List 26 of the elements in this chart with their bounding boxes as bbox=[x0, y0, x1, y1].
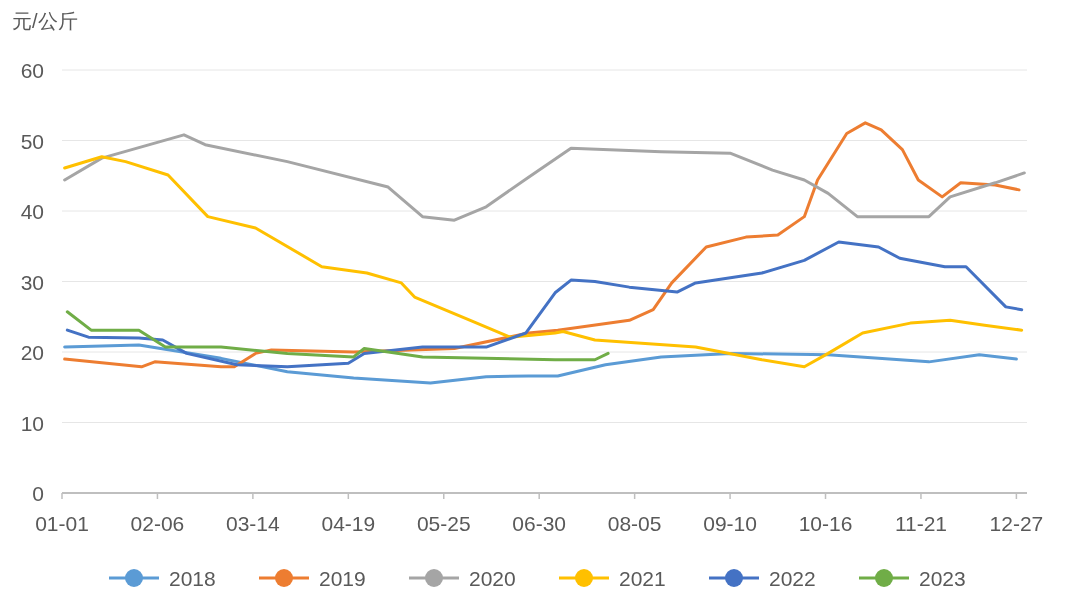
legend-label: 2019 bbox=[319, 567, 366, 590]
y-tick-label: 40 bbox=[20, 200, 44, 223]
y-tick-label: 30 bbox=[20, 270, 44, 294]
y-tick-label: 50 bbox=[20, 129, 44, 153]
legend-label: 2021 bbox=[619, 567, 666, 590]
x-tick-label: 04-19 bbox=[321, 512, 376, 535]
x-tick-label: 09-10 bbox=[703, 512, 757, 535]
legend-label: 2020 bbox=[469, 567, 516, 590]
legend-label: 2018 bbox=[169, 567, 216, 590]
x-tick-label: 01-01 bbox=[35, 512, 89, 535]
legend-label: 2022 bbox=[769, 567, 816, 590]
x-tick-label: 02-06 bbox=[130, 512, 185, 535]
y-tick-label: 60 bbox=[20, 59, 44, 82]
y-tick-label: 10 bbox=[20, 411, 44, 435]
legend-label: 2023 bbox=[919, 567, 966, 590]
x-tick-label: 06-30 bbox=[512, 512, 567, 535]
x-tick-label: 08-05 bbox=[607, 512, 662, 535]
y-axis-title: 元/公斤 bbox=[12, 10, 78, 32]
x-tick-label: 05-25 bbox=[416, 512, 471, 535]
x-tick-label: 11-21 bbox=[894, 512, 948, 535]
x-tick-label: 10-16 bbox=[798, 512, 853, 535]
y-tick-label: 20 bbox=[20, 341, 44, 364]
x-tick-label: 03-14 bbox=[226, 512, 281, 535]
y-tick-label: 0 bbox=[32, 482, 44, 505]
x-tick-label: 12-27 bbox=[989, 512, 1044, 535]
line-series bbox=[65, 310, 610, 362]
